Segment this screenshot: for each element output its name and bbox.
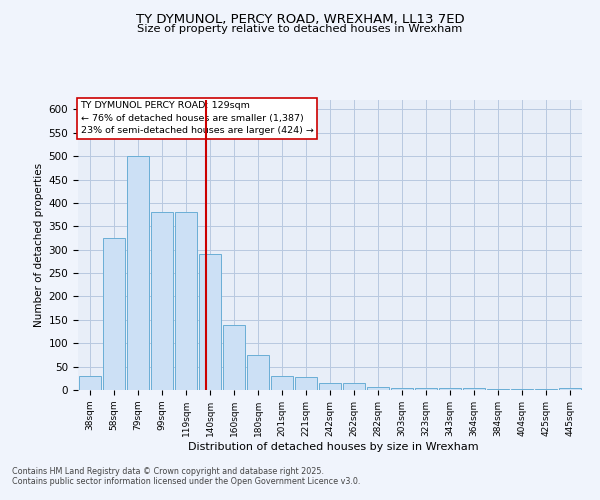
Text: Distribution of detached houses by size in Wrexham: Distribution of detached houses by size … bbox=[188, 442, 478, 452]
Text: TY DYMUNOL PERCY ROAD: 129sqm
← 76% of detached houses are smaller (1,387)
23% o: TY DYMUNOL PERCY ROAD: 129sqm ← 76% of d… bbox=[80, 102, 313, 136]
Bar bbox=[391, 388, 413, 390]
Bar bbox=[127, 156, 149, 390]
Bar bbox=[511, 389, 533, 390]
Bar bbox=[247, 355, 269, 390]
Bar bbox=[295, 377, 317, 390]
Bar bbox=[103, 238, 125, 390]
Y-axis label: Number of detached properties: Number of detached properties bbox=[34, 163, 44, 327]
Text: Contains HM Land Registry data © Crown copyright and database right 2025.: Contains HM Land Registry data © Crown c… bbox=[12, 467, 324, 476]
Bar bbox=[151, 212, 173, 390]
Text: TY DYMUNOL, PERCY ROAD, WREXHAM, LL13 7ED: TY DYMUNOL, PERCY ROAD, WREXHAM, LL13 7E… bbox=[136, 12, 464, 26]
Bar bbox=[79, 376, 101, 390]
Bar bbox=[439, 388, 461, 390]
Bar bbox=[175, 212, 197, 390]
Bar bbox=[223, 324, 245, 390]
Bar bbox=[199, 254, 221, 390]
Text: Contains public sector information licensed under the Open Government Licence v3: Contains public sector information licen… bbox=[12, 477, 361, 486]
Bar bbox=[463, 388, 485, 390]
Bar bbox=[271, 376, 293, 390]
Bar bbox=[487, 389, 509, 390]
Bar bbox=[367, 386, 389, 390]
Bar bbox=[535, 389, 557, 390]
Bar bbox=[559, 388, 581, 390]
Bar bbox=[319, 383, 341, 390]
Bar bbox=[415, 388, 437, 390]
Bar bbox=[343, 383, 365, 390]
Text: Size of property relative to detached houses in Wrexham: Size of property relative to detached ho… bbox=[137, 24, 463, 34]
